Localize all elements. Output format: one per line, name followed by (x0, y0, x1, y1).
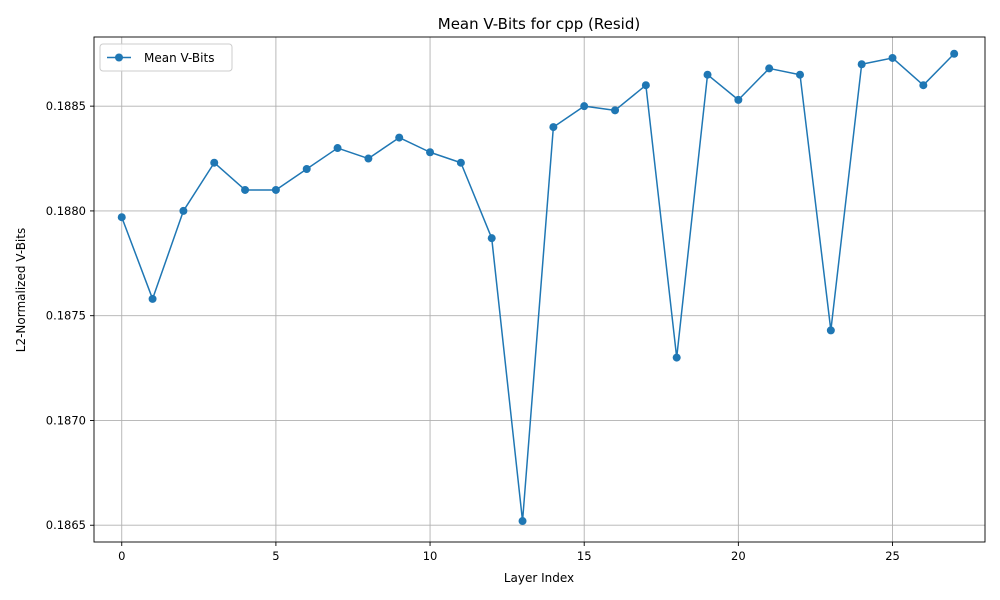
y-axis-label: L2-Normalized V-Bits (14, 228, 28, 352)
legend-box (99, 43, 233, 72)
data-point (210, 158, 219, 167)
data-point (117, 213, 126, 222)
data-point (364, 154, 373, 163)
data-point (826, 326, 835, 335)
data-point (919, 81, 928, 90)
data-point (179, 206, 188, 215)
data-point (487, 234, 496, 243)
data-point (518, 517, 527, 526)
y-tick-label: 0.1885 (46, 99, 86, 113)
data-point (857, 60, 866, 69)
plot-frame (93, 36, 986, 543)
data-point (333, 144, 342, 153)
y-tick-label: 0.1880 (46, 204, 86, 218)
series-line (121, 53, 955, 522)
x-axis-label: Layer Index (504, 571, 574, 585)
data-point (641, 81, 650, 90)
x-tick-label: 15 (577, 549, 592, 563)
data-point (888, 53, 897, 62)
y-axis-ticks: 0.1865 0.1870 0.1875 0.1880 0.1885 (46, 99, 94, 532)
data-point (302, 165, 311, 174)
chart-title: Mean V-Bits for cpp (Resid) (438, 15, 640, 33)
x-tick-label: 5 (272, 549, 279, 563)
data-point (950, 49, 959, 58)
data-point (765, 64, 774, 73)
legend: Mean V-Bits (99, 43, 233, 72)
data-point (703, 70, 712, 79)
x-tick-label: 25 (885, 549, 900, 563)
series-layer (117, 49, 959, 526)
data-point (796, 70, 805, 79)
x-tick-label: 20 (731, 549, 746, 563)
data-point (395, 133, 404, 142)
y-tick-label: 0.1865 (46, 518, 86, 532)
legend-label: Mean V-Bits (144, 51, 214, 65)
data-point (611, 106, 620, 115)
data-point (672, 353, 681, 362)
data-point (549, 123, 558, 132)
data-point (241, 185, 250, 194)
data-point (148, 294, 157, 303)
data-point (734, 95, 743, 104)
legend-marker-swatch (115, 53, 123, 62)
data-point (580, 102, 589, 111)
grid (94, 37, 985, 542)
x-axis-ticks: 0 5 10 15 20 25 (118, 542, 900, 563)
data-point (426, 148, 435, 157)
data-point (456, 158, 465, 167)
data-point (271, 185, 280, 194)
x-tick-label: 10 (423, 549, 438, 563)
x-tick-label: 0 (118, 549, 125, 563)
y-tick-label: 0.1875 (46, 309, 86, 323)
y-tick-label: 0.1870 (46, 413, 86, 427)
